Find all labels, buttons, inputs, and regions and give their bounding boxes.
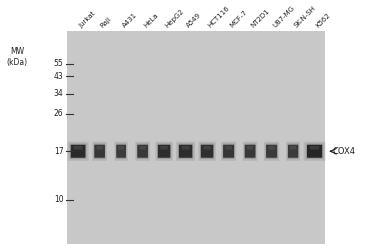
Text: 10: 10: [54, 196, 64, 204]
FancyBboxPatch shape: [139, 146, 146, 150]
Text: COX4: COX4: [333, 147, 356, 156]
Text: U87-MG: U87-MG: [271, 5, 296, 29]
FancyBboxPatch shape: [161, 146, 168, 150]
FancyBboxPatch shape: [155, 142, 173, 161]
FancyBboxPatch shape: [243, 142, 258, 161]
FancyBboxPatch shape: [221, 142, 236, 161]
Text: Raji: Raji: [100, 16, 113, 29]
Text: 17: 17: [54, 147, 64, 156]
FancyBboxPatch shape: [176, 142, 195, 161]
FancyBboxPatch shape: [74, 146, 82, 150]
FancyBboxPatch shape: [179, 145, 192, 158]
FancyBboxPatch shape: [307, 145, 322, 158]
FancyBboxPatch shape: [225, 146, 232, 150]
Text: A431: A431: [121, 12, 138, 29]
Text: A549: A549: [186, 12, 203, 29]
FancyBboxPatch shape: [245, 145, 255, 158]
FancyBboxPatch shape: [264, 142, 279, 161]
FancyBboxPatch shape: [137, 144, 149, 159]
Text: HeLa: HeLa: [142, 12, 159, 29]
Text: MW
(kDa): MW (kDa): [7, 48, 28, 67]
FancyBboxPatch shape: [304, 142, 326, 161]
FancyBboxPatch shape: [94, 144, 105, 159]
FancyBboxPatch shape: [178, 144, 193, 159]
Text: 26: 26: [54, 109, 64, 118]
FancyBboxPatch shape: [114, 142, 128, 161]
FancyBboxPatch shape: [223, 144, 235, 159]
FancyBboxPatch shape: [198, 142, 216, 161]
Text: Jurkat: Jurkat: [78, 10, 97, 29]
FancyBboxPatch shape: [137, 145, 148, 158]
FancyBboxPatch shape: [288, 145, 298, 158]
FancyBboxPatch shape: [182, 146, 189, 150]
Text: SK-N-SH: SK-N-SH: [293, 5, 317, 29]
FancyBboxPatch shape: [244, 144, 256, 159]
FancyBboxPatch shape: [92, 142, 107, 161]
FancyBboxPatch shape: [97, 146, 103, 150]
Bar: [67, 31, 325, 244]
FancyBboxPatch shape: [94, 145, 105, 158]
Text: K562: K562: [315, 12, 331, 29]
FancyBboxPatch shape: [158, 145, 170, 158]
Text: NT2D1: NT2D1: [250, 8, 271, 29]
FancyBboxPatch shape: [71, 145, 85, 158]
FancyBboxPatch shape: [268, 146, 275, 150]
Text: 55: 55: [54, 59, 64, 68]
Text: HCT116: HCT116: [207, 5, 231, 29]
Text: HepG2: HepG2: [164, 8, 185, 29]
FancyBboxPatch shape: [200, 144, 214, 159]
FancyBboxPatch shape: [266, 145, 277, 158]
FancyBboxPatch shape: [223, 145, 234, 158]
FancyBboxPatch shape: [247, 146, 253, 150]
FancyBboxPatch shape: [116, 145, 126, 158]
FancyBboxPatch shape: [135, 142, 150, 161]
FancyBboxPatch shape: [310, 146, 319, 150]
FancyBboxPatch shape: [201, 145, 213, 158]
FancyBboxPatch shape: [157, 144, 171, 159]
FancyBboxPatch shape: [118, 146, 124, 150]
FancyBboxPatch shape: [306, 144, 323, 159]
FancyBboxPatch shape: [70, 144, 87, 159]
FancyBboxPatch shape: [68, 142, 89, 161]
Text: MCF-7: MCF-7: [229, 9, 248, 29]
FancyBboxPatch shape: [116, 144, 126, 159]
FancyBboxPatch shape: [290, 146, 296, 150]
FancyBboxPatch shape: [286, 142, 300, 161]
Text: 43: 43: [54, 72, 64, 81]
FancyBboxPatch shape: [287, 144, 299, 159]
Text: 34: 34: [54, 89, 64, 98]
FancyBboxPatch shape: [265, 144, 278, 159]
FancyBboxPatch shape: [203, 146, 211, 150]
